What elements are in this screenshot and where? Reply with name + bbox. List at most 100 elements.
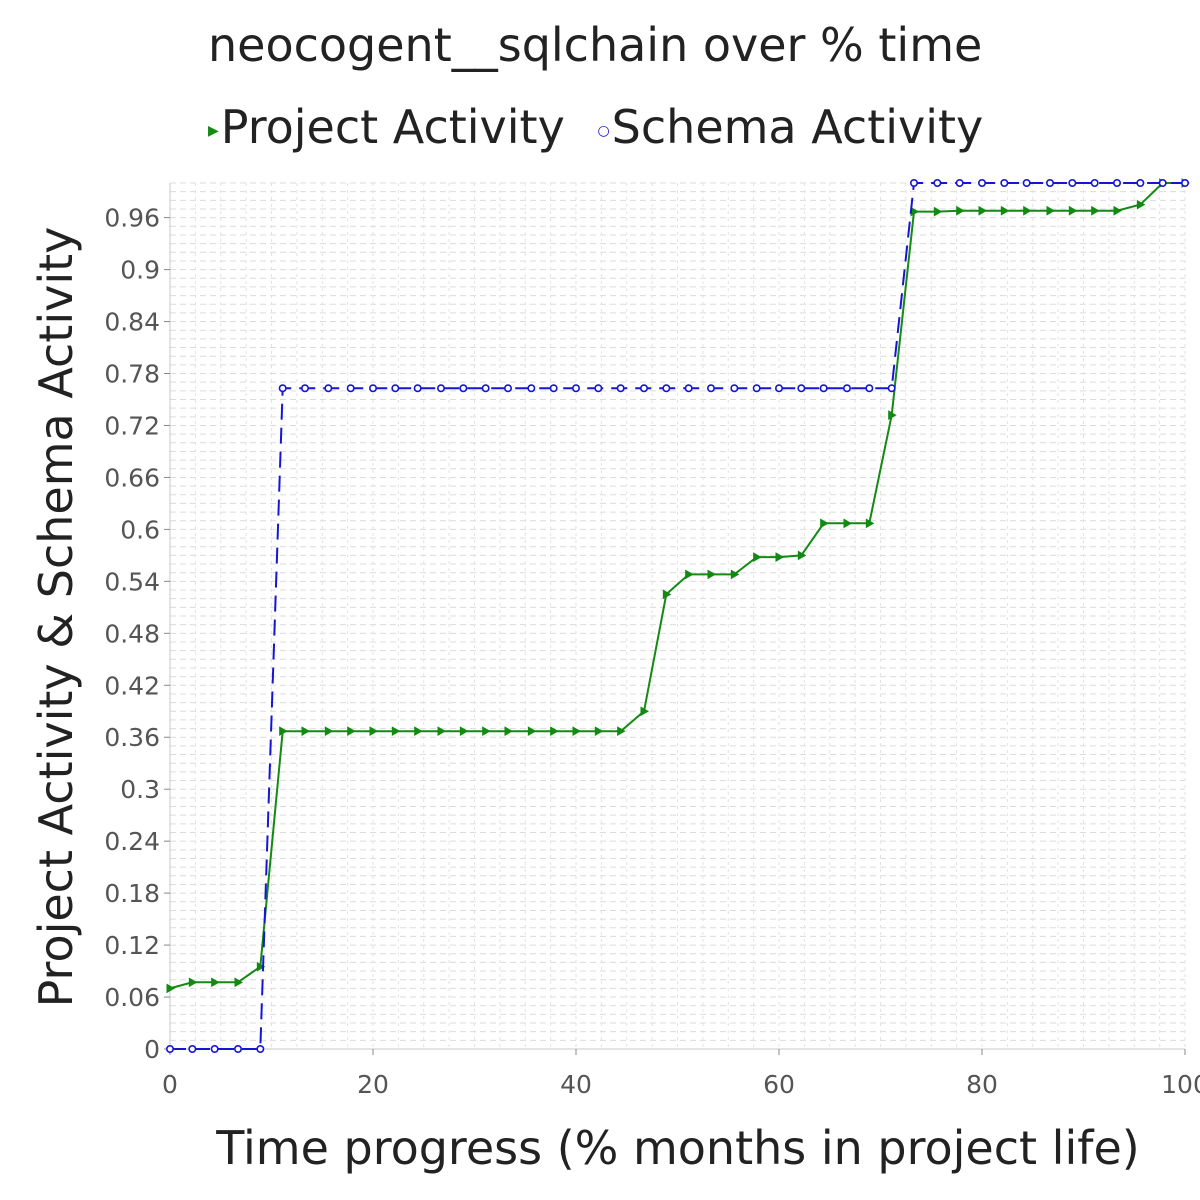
legend-item-project-activity: ▶Project Activity xyxy=(208,100,565,154)
data-point-project-activity xyxy=(685,569,694,580)
data-point-project-activity xyxy=(1136,199,1146,210)
data-point-schema-activity xyxy=(527,384,536,393)
y-tick-label: 0.54 xyxy=(104,567,160,596)
data-point-schema-activity xyxy=(368,384,377,393)
data-point-schema-activity xyxy=(909,179,918,188)
legend-item-schema-activity: ○Schema Activity xyxy=(597,100,983,154)
y-tick-label: 0.12 xyxy=(104,931,160,960)
x-tick-label: 40 xyxy=(560,1070,592,1099)
data-point-schema-activity xyxy=(955,179,964,188)
data-point-schema-activity xyxy=(503,384,512,393)
data-point-schema-activity xyxy=(1112,179,1121,188)
data-point-schema-activity xyxy=(977,179,986,188)
series-line-project-activity xyxy=(169,182,1185,990)
data-point-project-activity xyxy=(1091,205,1100,216)
data-point-project-activity xyxy=(1023,205,1032,216)
data-point-schema-activity xyxy=(933,179,942,188)
data-point-project-activity xyxy=(211,977,220,988)
data-point-schema-activity xyxy=(1158,179,1167,188)
y-tick-label: 0.72 xyxy=(104,411,160,440)
data-point-project-activity xyxy=(572,726,582,737)
data-point-project-activity xyxy=(617,726,626,737)
series-line-schema-activity xyxy=(170,182,1185,1050)
data-point-project-activity xyxy=(594,726,604,737)
axes: 0 0.06 0.12 0.18 0.24 0.3 0.36 0.42 0.48 0.54 0.6 0… xyxy=(104,183,1200,1099)
data-point-project-activity xyxy=(640,706,650,717)
data-point-project-activity xyxy=(820,518,829,529)
data-point-project-activity xyxy=(550,726,559,737)
data-point-project-activity xyxy=(843,518,853,529)
y-tick-label: 0.18 xyxy=(104,879,160,908)
y-tick-label: 0.84 xyxy=(104,308,160,337)
y-tick-label: 0.36 xyxy=(104,723,160,752)
data-point-schema-activity xyxy=(752,384,761,393)
data-point-schema-activity xyxy=(1181,179,1190,188)
data-point-project-activity xyxy=(504,726,514,737)
data-point-schema-activity xyxy=(887,384,896,393)
data-point-project-activity xyxy=(662,589,672,600)
y-tick-label: 0 xyxy=(144,1035,160,1064)
data-point-schema-activity xyxy=(188,1045,197,1054)
data-point-project-activity xyxy=(324,726,334,737)
data-point-schema-activity xyxy=(1046,179,1055,188)
data-point-schema-activity xyxy=(413,384,422,393)
data-point-project-activity xyxy=(775,552,785,562)
x-tick-label: 80 xyxy=(966,1070,998,1099)
data-point-schema-activity xyxy=(210,1045,219,1054)
circle-marker-icon: ○ xyxy=(597,122,610,139)
y-tick-label: 0.06 xyxy=(104,983,160,1012)
data-point-project-activity xyxy=(753,552,762,562)
data-point-project-activity xyxy=(707,569,717,580)
data-point-project-activity xyxy=(1046,205,1056,216)
data-point-schema-activity xyxy=(865,384,874,393)
data-point-schema-activity xyxy=(256,1045,265,1054)
data-point-schema-activity xyxy=(278,384,287,393)
data-point-project-activity xyxy=(1113,205,1123,216)
data-point-schema-activity xyxy=(684,384,693,393)
data-point-schema-activity xyxy=(300,384,309,393)
data-point-project-activity xyxy=(730,569,740,580)
y-tick-label: 0.42 xyxy=(104,671,160,700)
data-point-schema-activity xyxy=(819,384,828,393)
data-point-project-activity xyxy=(1000,205,1010,216)
data-point-project-activity xyxy=(482,726,491,737)
y-tick-label: 0.6 xyxy=(120,515,160,544)
chart-title: neocogent__sqlchain over % time xyxy=(208,18,983,72)
x-tick-label: 20 xyxy=(357,1070,389,1099)
data-point-project-activity xyxy=(188,977,198,988)
data-point-project-activity xyxy=(369,726,379,737)
data-point-project-activity xyxy=(797,550,807,561)
x-tick-label: 100 xyxy=(1161,1070,1200,1099)
y-tick-label: 0.66 xyxy=(104,463,160,492)
data-point-schema-activity xyxy=(459,384,468,393)
legend: ▶Project Activity ○Schema Activity xyxy=(208,100,1001,154)
data-point-schema-activity xyxy=(481,384,490,393)
data-point-schema-activity xyxy=(640,384,649,393)
data-point-project-activity xyxy=(279,726,288,737)
data-point-schema-activity xyxy=(662,384,671,393)
data-point-project-activity xyxy=(301,726,311,737)
data-point-schema-activity xyxy=(166,1045,175,1054)
data-point-project-activity xyxy=(437,726,447,737)
data-point-project-activity xyxy=(347,726,356,737)
data-point-project-activity xyxy=(1068,205,1078,216)
data-point-project-activity xyxy=(166,983,176,994)
y-tick-label: 0.78 xyxy=(104,360,160,389)
data-point-project-activity xyxy=(978,205,988,216)
data-point-schema-activity xyxy=(1136,179,1145,188)
data-point-schema-activity xyxy=(1022,179,1031,188)
y-tick-label: 0.48 xyxy=(104,619,160,648)
data-point-schema-activity xyxy=(730,384,739,393)
data-point-schema-activity xyxy=(234,1045,243,1054)
data-point-project-activity xyxy=(527,726,537,737)
data-point-project-activity xyxy=(414,726,423,737)
data-point-schema-activity xyxy=(324,384,333,393)
legend-label-project-activity: Project Activity xyxy=(220,100,565,154)
data-point-project-activity xyxy=(391,726,401,737)
series-layer xyxy=(166,178,1191,1054)
data-point-schema-activity xyxy=(1090,179,1099,188)
y-tick-label: 0.24 xyxy=(104,827,160,856)
x-tick-label: 60 xyxy=(763,1070,795,1099)
data-point-project-activity xyxy=(234,977,244,988)
